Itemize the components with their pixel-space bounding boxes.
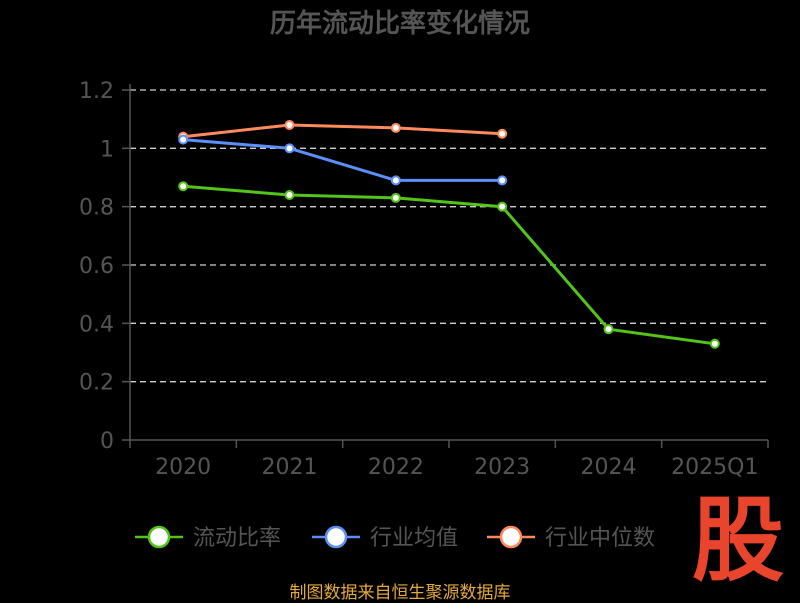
series-point-2 <box>284 120 295 130</box>
x-tick-label: 2021 <box>262 455 318 480</box>
legend-label: 行业均值 <box>370 526 458 551</box>
x-tick-label: 2025Q1 <box>671 455 758 480</box>
series-point-1 <box>284 143 295 154</box>
legend-swatch-marker <box>147 525 171 549</box>
x-tick-label: 2020 <box>155 455 211 480</box>
series-point-0 <box>497 201 508 212</box>
y-tick-label: 1.2 <box>79 79 114 104</box>
y-tick-label: 0.6 <box>79 254 114 279</box>
y-tick-label: 0.8 <box>79 196 114 221</box>
series-line-0 <box>181 184 717 346</box>
y-tick-label: 0 <box>100 429 114 454</box>
legend-label: 行业中位数 <box>545 526 655 551</box>
legend-swatch-marker <box>499 525 523 549</box>
chart-title: 历年流动比率变化情况 <box>270 8 530 39</box>
series-point-2 <box>390 122 401 133</box>
series-point-0 <box>603 324 614 335</box>
series-point-0 <box>709 338 720 349</box>
series-line-1 <box>181 138 504 182</box>
series-point-1 <box>497 175 508 186</box>
series-point-0 <box>178 181 189 192</box>
brand-watermark-logo: 股 <box>692 487 784 594</box>
series-point-1 <box>390 175 401 186</box>
series-point-0 <box>390 192 401 203</box>
y-tick-label: 1 <box>100 137 114 162</box>
legend-swatch-marker <box>324 525 348 549</box>
data-source-caption: 制图数据来自恒生聚源数据库 <box>289 583 511 603</box>
series-point-1 <box>178 134 189 145</box>
x-tick-label: 2022 <box>368 455 424 480</box>
series-line-2 <box>181 123 504 139</box>
series-point-2 <box>497 128 508 139</box>
legend-label: 流动比率 <box>193 526 281 551</box>
x-tick-label: 2023 <box>474 455 530 480</box>
series-point-0 <box>284 190 295 200</box>
y-tick-label: 0.4 <box>79 312 114 337</box>
y-tick-label: 0.2 <box>79 371 114 396</box>
x-tick-label: 2024 <box>581 455 637 480</box>
